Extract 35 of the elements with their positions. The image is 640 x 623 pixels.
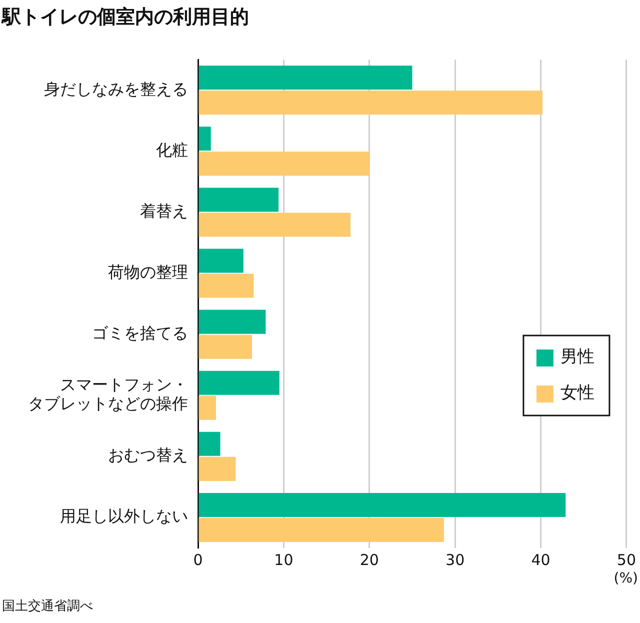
legend-label: 男性 xyxy=(560,346,594,367)
bar xyxy=(198,492,566,517)
bar xyxy=(198,90,542,115)
bar xyxy=(198,456,236,481)
x-tick-label: 0 xyxy=(193,550,203,569)
x-tick-label: 30 xyxy=(446,550,465,569)
x-tick-label: 40 xyxy=(531,550,550,569)
chart-title: 駅トイレの個室内の利用目的 xyxy=(2,5,249,30)
y-tick-label: 用足し以外しない xyxy=(60,506,188,526)
bar xyxy=(198,432,220,456)
bar xyxy=(198,66,412,90)
bar xyxy=(198,334,252,359)
y-tick-label: 身だしなみを整える xyxy=(44,79,188,98)
bar xyxy=(198,370,280,395)
bar xyxy=(198,274,254,298)
y-tick-label: 着替え xyxy=(140,201,188,220)
y-tick-label: 荷物の整理 xyxy=(108,262,188,282)
bar xyxy=(198,310,266,334)
x-axis-title: (%) xyxy=(614,570,638,587)
y-tick-label: スマートフォン・タブレットなどの操作 xyxy=(28,374,188,414)
bar xyxy=(198,518,444,542)
y-tick-label: 化粧 xyxy=(156,140,188,160)
bar xyxy=(198,152,370,176)
x-tick-label: 20 xyxy=(360,550,379,569)
bar xyxy=(198,396,216,420)
bar xyxy=(198,212,351,237)
text: 国土交通省調べ xyxy=(2,598,93,615)
legend-label: 女性 xyxy=(560,382,594,403)
x-tick-label: 10 xyxy=(274,550,294,569)
y-tick-label: おむつ替え xyxy=(108,446,188,465)
bar xyxy=(198,248,244,273)
x-tick-label: 50 xyxy=(616,550,636,569)
bar xyxy=(198,188,279,212)
bar xyxy=(198,126,211,151)
y-tick-label: ゴミを捨てる xyxy=(92,323,188,342)
